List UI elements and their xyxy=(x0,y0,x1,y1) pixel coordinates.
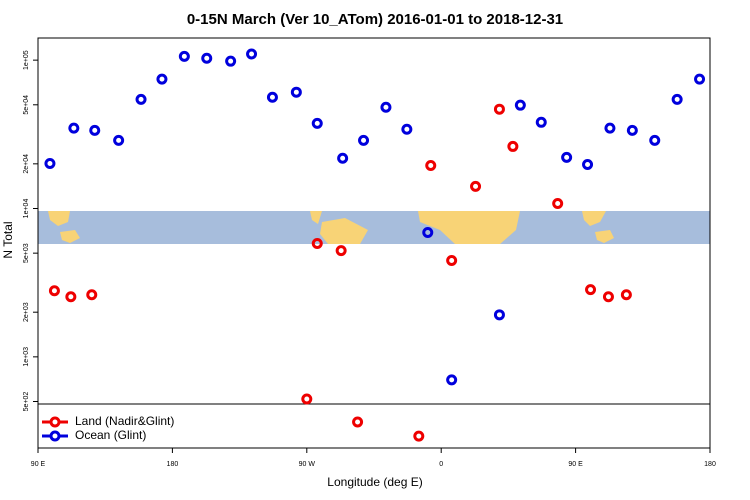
y-tick-label: 2e+04 xyxy=(23,154,30,174)
x-tick-label: 90 E xyxy=(568,461,583,468)
point xyxy=(246,48,258,60)
point xyxy=(86,289,98,301)
point xyxy=(380,101,392,113)
y-tick-label: 1e+03 xyxy=(23,347,30,367)
x-axis-label: Longitude (deg E) xyxy=(327,475,422,489)
point xyxy=(620,289,632,301)
point xyxy=(626,124,638,136)
point xyxy=(311,117,323,129)
y-tick-label: 5e+04 xyxy=(23,95,30,115)
point xyxy=(671,93,683,105)
point xyxy=(201,52,213,64)
point xyxy=(178,50,190,62)
legend-marker xyxy=(49,416,61,428)
map-strip xyxy=(38,211,710,244)
x-tick-label: 90 W xyxy=(299,461,316,468)
point xyxy=(401,123,413,135)
y-tick-label: 1e+05 xyxy=(23,50,30,70)
point xyxy=(156,73,168,85)
point xyxy=(48,285,60,297)
point xyxy=(552,198,564,210)
plot-frame xyxy=(37,37,711,449)
point xyxy=(602,291,614,303)
point xyxy=(337,152,349,164)
x-tick-label: 90 E xyxy=(31,461,46,468)
point xyxy=(44,158,56,170)
point xyxy=(352,416,364,428)
x-tick-label: 180 xyxy=(167,461,179,468)
point xyxy=(493,103,505,115)
y-tick-label: 1e+04 xyxy=(23,199,30,219)
point xyxy=(358,134,370,146)
y-tick-label: 2e+03 xyxy=(23,302,30,322)
point xyxy=(446,374,458,386)
point xyxy=(422,226,434,238)
point xyxy=(290,86,302,98)
point xyxy=(649,134,661,146)
point xyxy=(225,55,237,67)
point xyxy=(65,291,77,303)
y-tick-label: 5e+02 xyxy=(23,392,30,412)
point xyxy=(335,245,347,257)
point xyxy=(535,116,547,128)
point xyxy=(514,99,526,111)
point xyxy=(507,140,519,152)
x-tick-label: 180 xyxy=(704,461,716,468)
point xyxy=(694,73,706,85)
y-tick-label: 5e+03 xyxy=(23,243,30,263)
point xyxy=(604,122,616,134)
point xyxy=(493,309,505,321)
point xyxy=(266,91,278,103)
point xyxy=(113,134,125,146)
point xyxy=(68,122,80,134)
point xyxy=(470,180,482,192)
point xyxy=(311,237,323,249)
point xyxy=(89,124,101,136)
y-axis-label: N Total xyxy=(1,221,15,258)
legend-label: Ocean (Glint) xyxy=(75,428,146,442)
point xyxy=(135,93,147,105)
point xyxy=(561,151,573,163)
legend-marker xyxy=(49,430,61,442)
point xyxy=(301,393,313,405)
x-tick-label: 0 xyxy=(439,461,443,468)
point xyxy=(425,159,437,171)
point xyxy=(413,430,425,442)
chart-title: 0-15N March (Ver 10_ATom) 2016-01-01 to … xyxy=(187,11,563,28)
legend-label: Land (Nadir&Glint) xyxy=(75,414,174,428)
point xyxy=(446,255,458,267)
point xyxy=(585,284,597,296)
point xyxy=(582,158,594,170)
